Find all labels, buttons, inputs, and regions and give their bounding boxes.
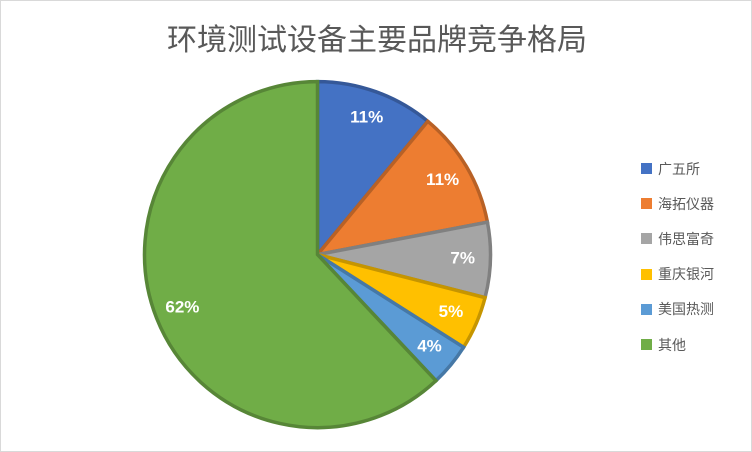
svg-text:5%: 5% <box>439 302 464 321</box>
svg-text:7%: 7% <box>450 249 475 268</box>
svg-text:11%: 11% <box>350 107 383 126</box>
svg-text:11%: 11% <box>426 170 459 189</box>
svg-text:62%: 62% <box>165 298 199 317</box>
svg-text:4%: 4% <box>417 337 442 356</box>
